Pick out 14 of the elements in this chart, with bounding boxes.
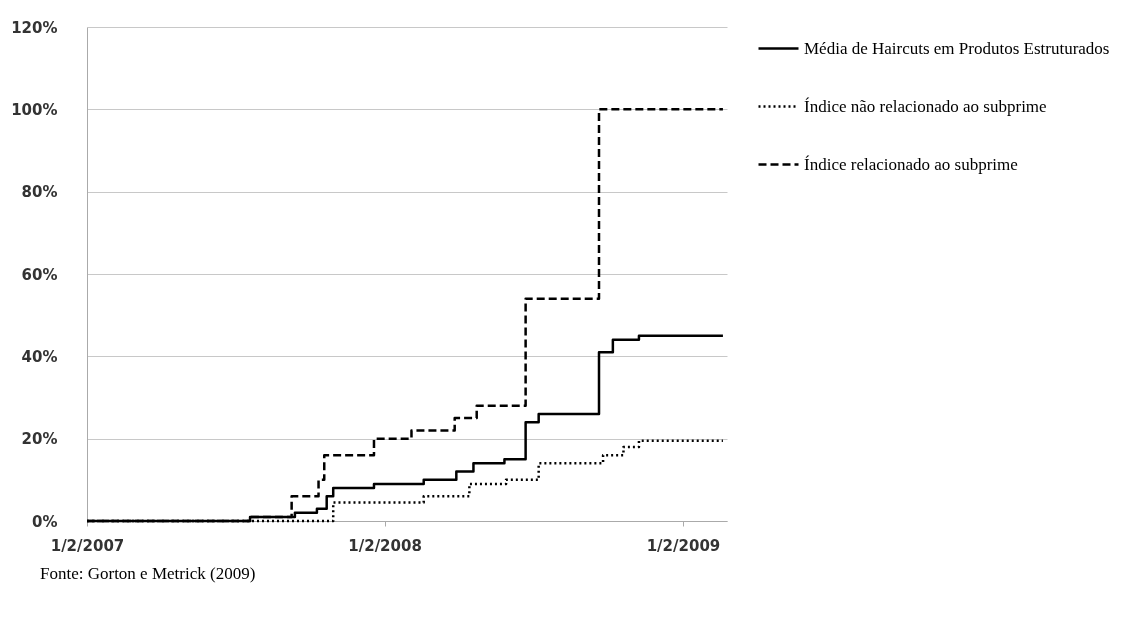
- y-tick-label: 80%: [21, 183, 58, 202]
- y-tick-label: 40%: [21, 347, 58, 366]
- y-tick-label: 100%: [11, 100, 58, 119]
- y-tick-label: 120%: [11, 18, 58, 37]
- x-tick-label: 1/2/2008: [348, 536, 422, 555]
- legend-label: Média de Haircuts em Produtos Estruturados: [804, 38, 1110, 58]
- y-tick-label: 0%: [32, 512, 58, 531]
- source-note: Fonte: Gorton e Metrick (2009): [40, 564, 257, 584]
- legend-label: Índice não relacionado ao subprime: [804, 96, 1047, 116]
- y-tick-label: 20%: [21, 430, 58, 449]
- legend-label: Índice relacionado ao subprime: [804, 154, 1018, 174]
- x-tick-label: 1/2/2009: [646, 536, 721, 555]
- x-tick-label: 1/2/2007: [50, 536, 125, 555]
- y-tick-label: 60%: [21, 265, 58, 284]
